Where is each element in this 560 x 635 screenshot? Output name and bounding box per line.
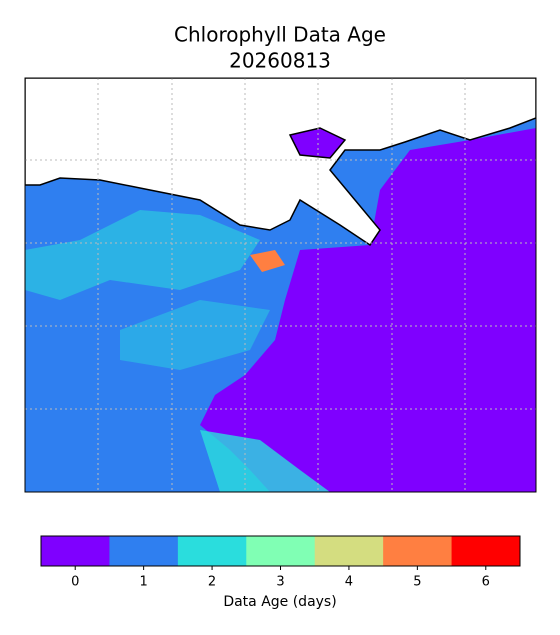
orange-patch — [250, 250, 285, 272]
colorbar-tick-label: 6 — [482, 575, 490, 590]
colorbar-segment — [109, 536, 179, 566]
map — [24, 77, 537, 493]
colorbar-tick-label: 0 — [71, 575, 79, 590]
colorbar-frame — [40, 535, 521, 567]
colorbar-segment — [314, 536, 384, 566]
colorbar-segment — [41, 536, 110, 566]
map-frame — [24, 77, 537, 493]
purple-region — [200, 128, 536, 492]
colorbar-segment — [177, 536, 247, 566]
cyan-patch — [120, 300, 270, 370]
colorbar-tick-label: 2 — [208, 575, 216, 590]
colorbar-segment — [246, 536, 316, 566]
colorbar-segment — [383, 536, 453, 566]
title: Chlorophyll Data Age — [174, 23, 386, 47]
colorbar-tick-label: 5 — [413, 575, 421, 590]
land — [25, 78, 536, 247]
subtitle: 20260813 — [229, 49, 331, 73]
colorbar-tick-label: 3 — [276, 575, 284, 590]
colorbar-label: Data Age (days) — [223, 594, 336, 610]
colorbar-tick-label: 1 — [140, 575, 148, 590]
colorbar: 0 1 2 3 4 5 6 — [40, 535, 521, 590]
colorbar-segment — [451, 536, 521, 566]
graticule — [25, 78, 536, 492]
cyan-patch — [25, 210, 260, 300]
cyan-patch — [200, 430, 330, 492]
colorbar-tick-label: 4 — [345, 575, 353, 590]
